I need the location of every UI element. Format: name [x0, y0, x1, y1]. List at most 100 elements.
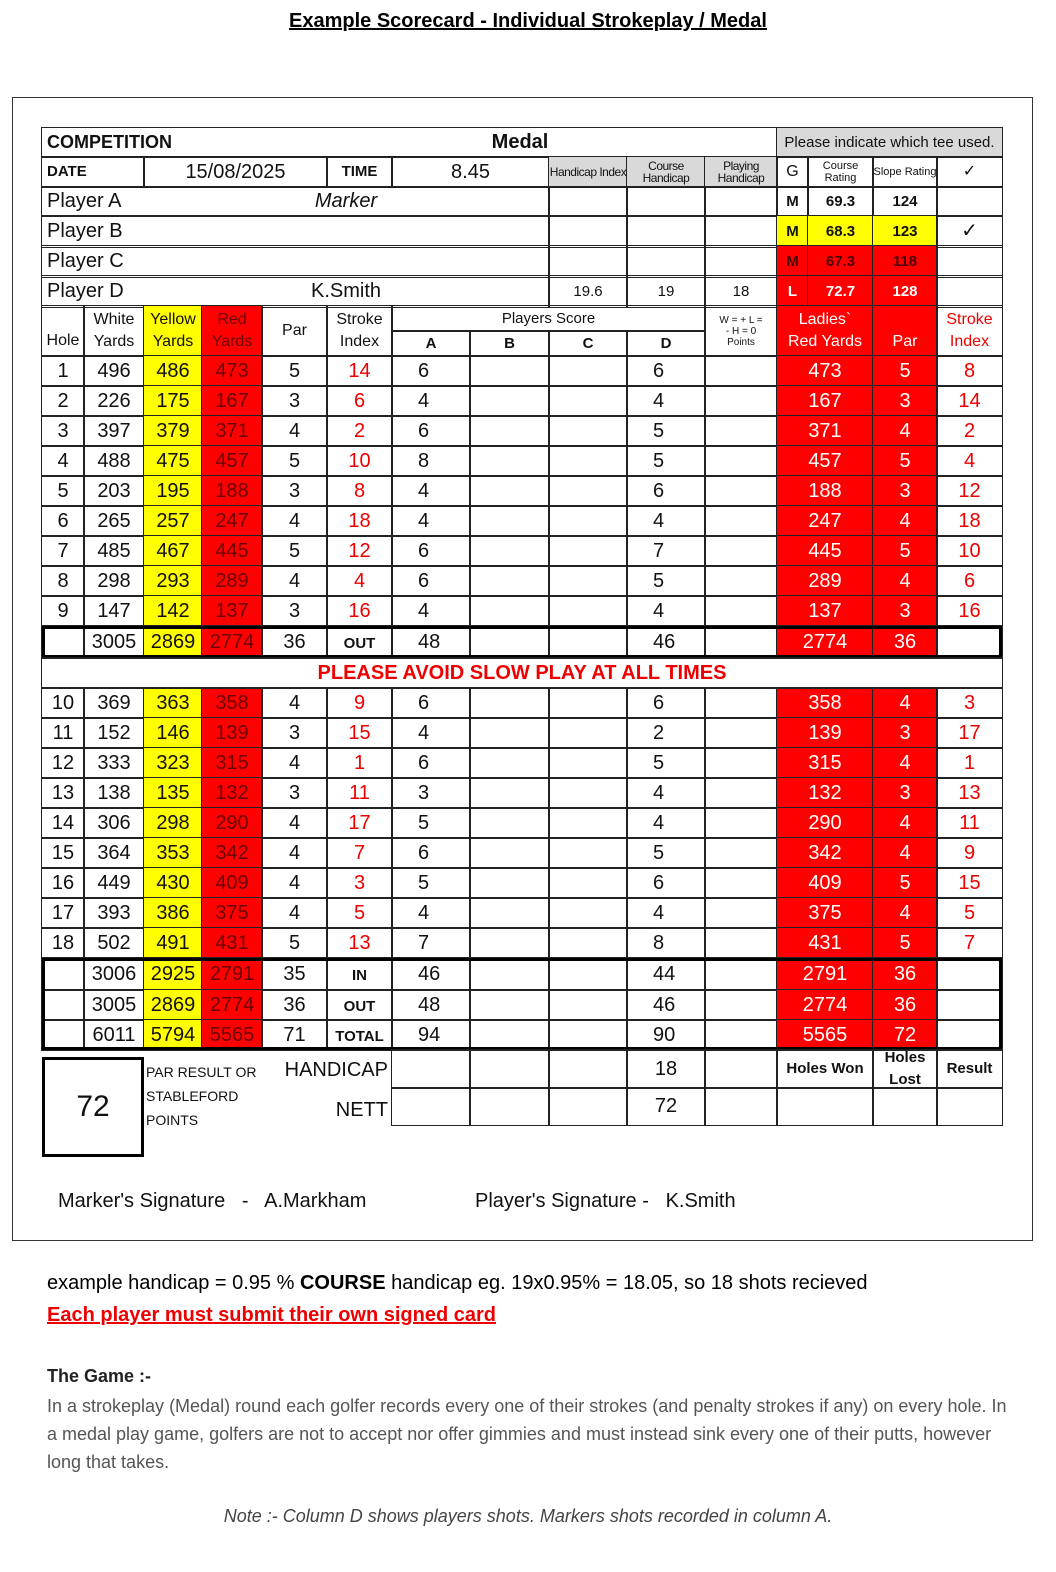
empty-cell — [469, 475, 550, 507]
empty-cell — [548, 807, 628, 839]
empty-cell — [548, 475, 628, 507]
empty-cell — [704, 535, 778, 567]
player-name: K.Smith — [310, 280, 382, 302]
hole-value: 2 — [41, 385, 85, 417]
column-header: Playing Handicap — [704, 156, 778, 188]
tee-check — [936, 275, 1003, 308]
hole-value: 488 — [83, 445, 145, 477]
empty-cell — [704, 807, 778, 839]
empty-cell — [872, 1087, 938, 1126]
hole-value: 4 — [391, 595, 471, 627]
hole-value: 265 — [83, 505, 145, 537]
hole-value: 6 — [326, 385, 393, 417]
label: DATE — [41, 156, 145, 188]
hole-value: 290 — [776, 807, 874, 839]
empty-cell — [548, 687, 628, 719]
hole-value: 323 — [143, 747, 203, 779]
hole-value: 15 — [936, 867, 1003, 899]
hole-value: 135 — [143, 777, 203, 809]
hole-value: 5 — [872, 445, 938, 477]
tee-slope: 118 — [872, 245, 938, 278]
hole-value: 431 — [776, 927, 874, 959]
hole-value: 188 — [201, 475, 263, 507]
empty-cell — [469, 1049, 550, 1089]
hole-value: 5 — [41, 475, 85, 507]
label: COMPETITION — [41, 127, 778, 158]
hole-value: 12 — [326, 535, 393, 567]
total-value: 6011 — [83, 1019, 145, 1051]
hole-value: 16 — [41, 867, 85, 899]
hole-value: 4 — [872, 807, 938, 839]
total-value: 3005 — [83, 989, 145, 1021]
hole-value: 289 — [201, 565, 263, 597]
hole-value: 257 — [143, 505, 203, 537]
hole-value: 3 — [326, 867, 393, 899]
tee-gender: M — [776, 215, 809, 248]
result: 72 — [42, 1057, 144, 1157]
hole-value: 5 — [626, 445, 706, 477]
total-value: 2791 — [776, 957, 874, 991]
hole-value: 371 — [201, 415, 263, 447]
empty-cell — [704, 475, 778, 507]
empty-cell — [548, 505, 628, 537]
empty-cell — [548, 837, 628, 869]
player-label: Player D — [41, 275, 550, 308]
hole-value: 6 — [626, 475, 706, 507]
hole-value: 13 — [936, 777, 1003, 809]
empty-cell — [548, 355, 628, 387]
hole-value: 491 — [143, 927, 203, 959]
hole-value: 4 — [261, 505, 328, 537]
empty-cell — [704, 565, 778, 597]
hole-value: 9 — [41, 595, 85, 627]
hole-value: 11 — [326, 777, 393, 809]
hole-value: 290 — [201, 807, 263, 839]
empty-cell — [469, 807, 550, 839]
hole-value: 3 — [872, 385, 938, 417]
hole-value: 5 — [391, 807, 471, 839]
hole-value: 449 — [83, 867, 145, 899]
hole-value: 4 — [41, 445, 85, 477]
empty-cell — [548, 595, 628, 627]
empty-cell — [469, 355, 550, 387]
hole-value: 11 — [936, 807, 1003, 839]
hole-value: 397 — [83, 415, 145, 447]
tee-check: ✓ — [936, 215, 1003, 248]
hole-value: 5 — [326, 897, 393, 929]
hole-value: 5 — [872, 867, 938, 899]
total-value: 36 — [261, 625, 328, 659]
hole-value: 4 — [261, 565, 328, 597]
hole-value: 485 — [83, 535, 145, 567]
hole-value: 5 — [391, 867, 471, 899]
player-handicap: 18 — [704, 275, 778, 308]
tee-rating: 72.7 — [807, 275, 874, 308]
hole-value: 247 — [201, 505, 263, 537]
hole-value: 16 — [936, 595, 1003, 627]
tee-gender: L — [776, 275, 809, 308]
hole-value: 369 — [83, 687, 145, 719]
column-header: Ladies` Red Yards — [776, 305, 874, 357]
hole-value: 5 — [626, 837, 706, 869]
hole-value: 137 — [776, 595, 874, 627]
total-value: OUT — [326, 625, 393, 659]
label: HANDICAP — [284, 1059, 388, 1081]
hole-value: 247 — [776, 505, 874, 537]
empty-cell — [776, 1087, 874, 1126]
hole-value: 132 — [776, 777, 874, 809]
hole-value: 6 — [626, 687, 706, 719]
player-handicap — [704, 245, 778, 278]
hole-value: 226 — [83, 385, 145, 417]
hole-value: 475 — [143, 445, 203, 477]
column-header: G — [776, 156, 809, 188]
empty-cell — [469, 1087, 550, 1126]
slow-play: PLEASE AVOID SLOW PLAY AT ALL TIMES — [41, 657, 1003, 689]
player-handicap — [626, 186, 706, 217]
game-text: In a strokeplay (Medal) round each golfe… — [47, 1396, 1007, 1472]
total-value: 46 — [626, 989, 706, 1021]
empty-cell — [469, 777, 550, 809]
tee-note: Please indicate which tee used. — [776, 127, 1003, 158]
hole-value: 3 — [261, 595, 328, 627]
hole-value: 15 — [41, 837, 85, 869]
empty-cell — [704, 837, 778, 869]
hole-value: 2 — [626, 717, 706, 749]
hole-value: 4 — [626, 777, 706, 809]
